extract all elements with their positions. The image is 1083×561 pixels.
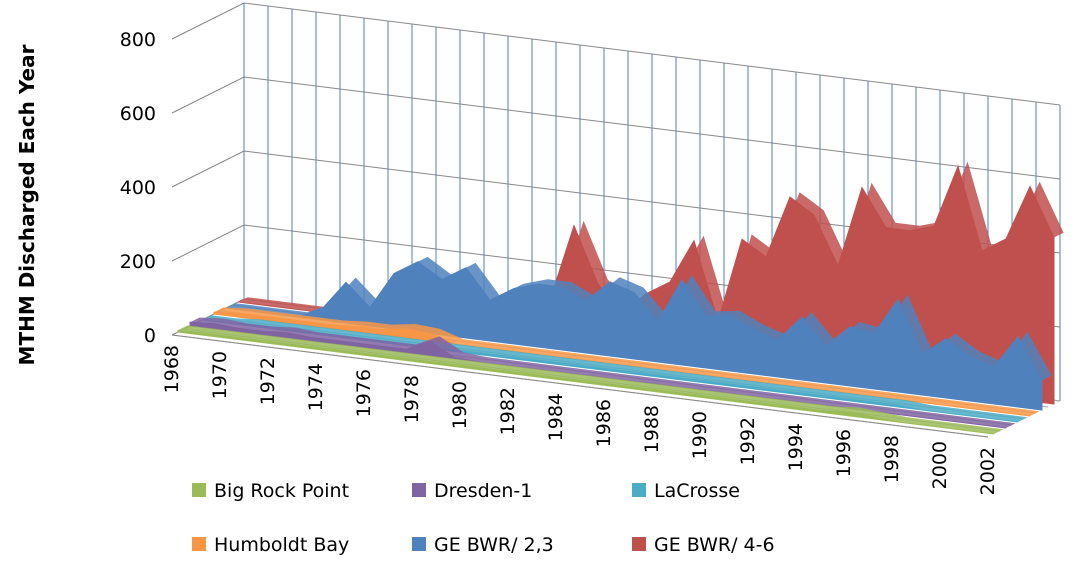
legend-swatch xyxy=(412,537,426,551)
legend-label: GE BWR/ 4-6 xyxy=(654,534,775,556)
x-tick-label: 1990 xyxy=(689,411,711,459)
x-tick-label: 1986 xyxy=(593,399,615,447)
grid-line xyxy=(171,2,1061,106)
legend-swatch xyxy=(192,537,206,551)
x-tick-label: 1976 xyxy=(353,369,375,417)
legend-swatch xyxy=(412,483,426,497)
x-tick-label: 1974 xyxy=(305,363,327,411)
area-depth xyxy=(178,325,1004,434)
x-tick-label: 1970 xyxy=(209,351,231,399)
legend-label: Big Rock Point xyxy=(214,480,349,502)
legend-swatch xyxy=(632,537,646,551)
x-tick-label: 1978 xyxy=(401,375,423,423)
x-tick-label: 1996 xyxy=(833,429,855,477)
legend-swatch xyxy=(192,483,206,497)
y-tick-label: 400 xyxy=(120,177,156,199)
x-tick-label: 1968 xyxy=(161,345,183,393)
area xyxy=(225,261,1043,411)
x-tick-label: 1980 xyxy=(449,381,471,429)
area-depth xyxy=(214,307,1040,416)
legend-label: LaCrosse xyxy=(654,480,740,502)
x-tick-label: 1992 xyxy=(737,417,759,465)
area-depth xyxy=(190,317,1016,428)
y-tick-label: 800 xyxy=(120,29,156,51)
x-tick-label: 2000 xyxy=(929,441,951,489)
x-tick-label: 1998 xyxy=(881,435,903,483)
legend-label: Dresden-1 xyxy=(434,480,532,502)
legend-label: GE BWR/ 2,3 xyxy=(434,534,554,556)
x-tick-label: 1982 xyxy=(497,387,519,435)
legend-label: Humboldt Bay xyxy=(214,534,349,556)
x-tick-label: 1994 xyxy=(785,423,807,471)
x-tick-label: 1988 xyxy=(641,405,663,453)
x-tick-label: 1984 xyxy=(545,393,567,441)
x-axis-line xyxy=(171,334,989,438)
grid-line xyxy=(171,76,1061,180)
x-tick-label: 1972 xyxy=(257,357,279,405)
legend-swatch xyxy=(632,483,646,497)
y-tick-label: 200 xyxy=(120,251,156,273)
area xyxy=(177,329,995,435)
y-tick-label: 600 xyxy=(120,103,156,125)
x-tick-label: 2002 xyxy=(977,447,999,495)
y-axis-label: MTHM Discharged Each Year xyxy=(15,44,39,365)
y-tick-label: 0 xyxy=(144,325,156,347)
